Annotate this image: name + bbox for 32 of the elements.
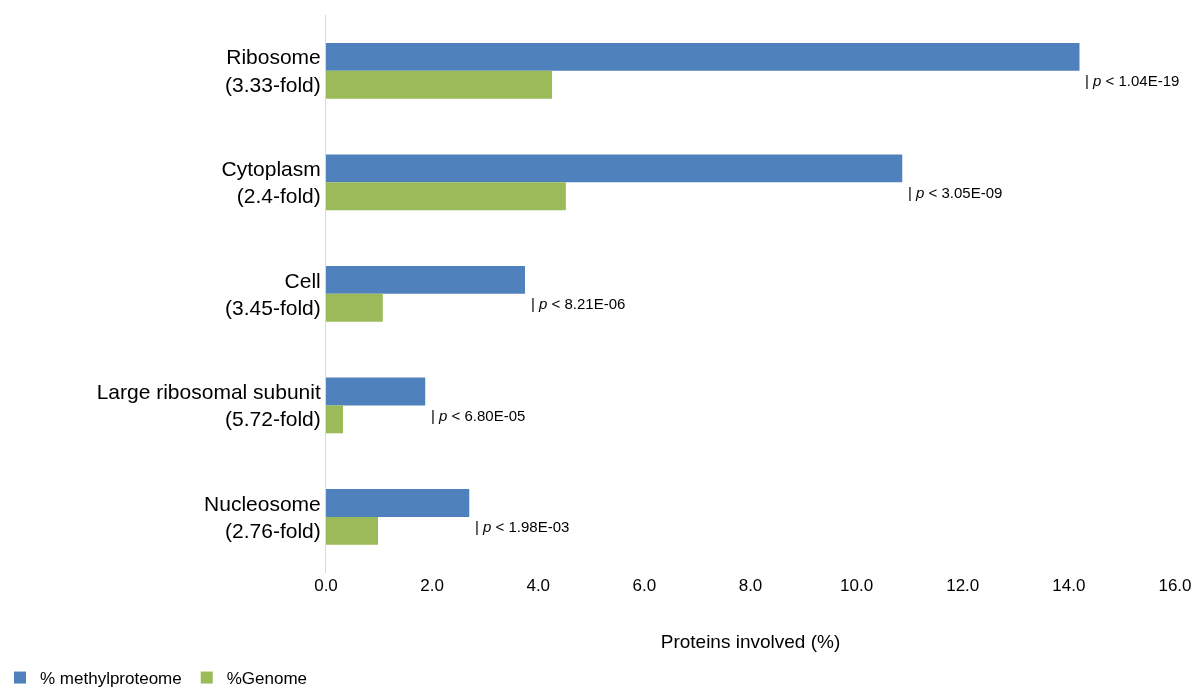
- bar: [326, 293, 383, 322]
- bar: [326, 377, 426, 406]
- x-tick-label: 10.0: [840, 575, 874, 595]
- x-tick-label: 2.0: [420, 575, 444, 595]
- y-tick-label: Cytoplasm (2.4-fold): [221, 157, 321, 208]
- x-axis-title: Proteins involved (%): [660, 630, 841, 652]
- bar: [326, 42, 1080, 71]
- x-tick-label: 4.0: [526, 575, 551, 595]
- bar: [326, 154, 903, 183]
- y-tick-label: Nucleosome (2.76-fold): [204, 491, 321, 542]
- annotation: | p < 1.98E-03: [475, 518, 570, 535]
- x-tick-label: 14.0: [1052, 575, 1086, 595]
- annotation: | p < 3.05E-09: [908, 184, 1003, 201]
- x-tick-label: 6.0: [632, 575, 657, 595]
- legend-label: % methylproteome: [40, 669, 182, 689]
- y-tick-label: Ribosome (3.33-fold): [225, 45, 321, 96]
- bar: [326, 182, 566, 211]
- annotation: | p < 8.21E-06: [531, 295, 626, 312]
- bar: [326, 516, 378, 545]
- x-tick-label: 16.0: [1158, 575, 1192, 595]
- bar: [326, 405, 343, 434]
- y-tick-label: Cell (3.45-fold): [225, 268, 321, 319]
- bar: [326, 70, 553, 99]
- legend-label: %Genome: [226, 669, 308, 689]
- x-tick-label: 8.0: [738, 575, 763, 595]
- bar: [326, 265, 525, 294]
- x-tick-label: 12.0: [946, 575, 980, 595]
- y-tick-label: Large ribosomal subunit (5.72-fold): [96, 380, 321, 431]
- annotation: | p < 6.80E-05: [431, 407, 526, 424]
- annotation: | p < 1.04E-19: [1085, 72, 1180, 89]
- x-tick-label: 0.0: [314, 575, 338, 595]
- bar: [326, 489, 470, 517]
